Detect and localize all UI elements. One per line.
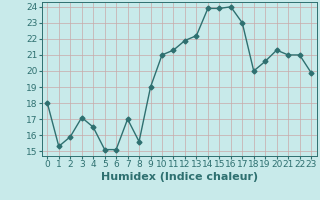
- X-axis label: Humidex (Indice chaleur): Humidex (Indice chaleur): [100, 172, 258, 182]
